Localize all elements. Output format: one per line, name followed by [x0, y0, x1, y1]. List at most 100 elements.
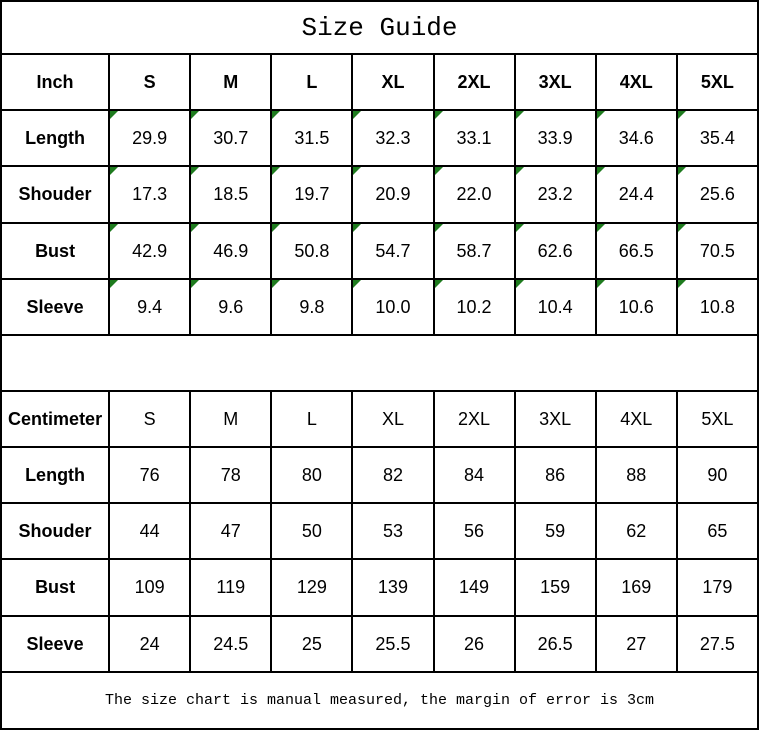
cell-value: 9.8: [299, 296, 325, 317]
inch-unit-label: Inch: [0, 53, 111, 112]
inch-length-l: 31.5: [270, 109, 354, 168]
cm-shouder-m: 47: [189, 502, 273, 561]
inch-shouder-4xl: 24.4: [594, 165, 678, 224]
cm-size-header-l: L: [270, 389, 354, 449]
cell-value: 29.9: [132, 128, 168, 149]
cell-value: 9.6: [218, 296, 244, 317]
cm-size-header-xl: XL: [351, 389, 435, 449]
row-label-shouder: Shouder: [0, 165, 111, 224]
cell-value: 35.4: [699, 128, 735, 149]
inch-size-header-l: L: [270, 53, 354, 112]
excel-comment-triangle-icon: [192, 280, 200, 288]
cm-unit-label: Centimeter: [0, 389, 111, 449]
excel-comment-triangle-icon: [597, 168, 605, 176]
row-label-length: Length: [0, 109, 111, 168]
inch-size-header-2xl: 2XL: [432, 53, 516, 112]
cm-bust-s: 109: [108, 558, 192, 617]
cell-value: 17.3: [132, 184, 168, 205]
cm-shouder-2xl: 56: [432, 502, 516, 561]
cm-length-4xl: 88: [594, 446, 678, 505]
title-row: Size Guide: [0, 0, 759, 56]
excel-comment-triangle-icon: [597, 280, 605, 288]
cell-value: 22.0: [456, 184, 492, 205]
excel-comment-triangle-icon: [192, 168, 200, 176]
cm-length-l: 80: [270, 446, 354, 505]
inch-length-5xl: 35.4: [675, 109, 759, 168]
inch-size-header-xl: XL: [351, 53, 435, 112]
cm-bust-2xl: 149: [432, 558, 516, 617]
cell-value: 33.9: [537, 128, 573, 149]
inch-shouder-l: 19.7: [270, 165, 354, 224]
cell-value: 25.6: [699, 184, 735, 205]
cm-length-5xl: 90: [675, 446, 759, 505]
inch-sleeve-5xl: 10.8: [675, 277, 759, 336]
inch-length-row: Length 29.9 30.7 31.5 32.3 33.1 33.9 34.…: [0, 109, 759, 168]
inch-sleeve-m: 9.6: [189, 277, 273, 336]
cell-value: 10.4: [537, 296, 573, 317]
excel-comment-triangle-icon: [678, 224, 686, 232]
cm-shouder-3xl: 59: [513, 502, 597, 561]
cell-value: 33.1: [456, 128, 492, 149]
cell-value: 58.7: [456, 240, 492, 261]
cm-shouder-4xl: 62: [594, 502, 678, 561]
cm-length-s: 76: [108, 446, 192, 505]
excel-comment-triangle-icon: [354, 224, 362, 232]
inch-bust-s: 42.9: [108, 221, 192, 280]
cell-value: 46.9: [213, 240, 249, 261]
inch-bust-2xl: 58.7: [432, 221, 516, 280]
page-title: Size Guide: [0, 0, 759, 56]
spacer-row: [0, 333, 759, 392]
cm-length-xl: 82: [351, 446, 435, 505]
inch-size-header-s: S: [108, 53, 192, 112]
inch-shouder-m: 18.5: [189, 165, 273, 224]
row-label-sleeve: Sleeve: [0, 277, 111, 336]
cm-bust-row: Bust 109 119 129 139 149 159 169 179: [0, 558, 759, 617]
inch-sleeve-l: 9.8: [270, 277, 354, 336]
inch-sleeve-xl: 10.0: [351, 277, 435, 336]
cm-size-header-s: S: [108, 389, 192, 449]
cm-bust-xl: 139: [351, 558, 435, 617]
inch-shouder-2xl: 22.0: [432, 165, 516, 224]
excel-comment-triangle-icon: [516, 224, 524, 232]
cm-shouder-row: Shouder 44 47 50 53 56 59 62 65: [0, 502, 759, 561]
footer-row: The size chart is manual measured, the m…: [0, 670, 759, 730]
cm-length-m: 78: [189, 446, 273, 505]
row-label-bust: Bust: [0, 558, 111, 617]
cm-sleeve-s: 24: [108, 614, 192, 673]
cm-shouder-xl: 53: [351, 502, 435, 561]
excel-comment-triangle-icon: [192, 112, 200, 120]
cell-value: 20.9: [375, 184, 411, 205]
excel-comment-triangle-icon: [111, 112, 119, 120]
cm-size-header-m: M: [189, 389, 273, 449]
cm-sleeve-2xl: 26: [432, 614, 516, 673]
cell-value: 23.2: [537, 184, 573, 205]
cm-shouder-s: 44: [108, 502, 192, 561]
inch-bust-xl: 54.7: [351, 221, 435, 280]
inch-bust-3xl: 62.6: [513, 221, 597, 280]
excel-comment-triangle-icon: [435, 280, 443, 288]
cm-sleeve-3xl: 26.5: [513, 614, 597, 673]
cell-value: 62.6: [537, 240, 573, 261]
excel-comment-triangle-icon: [354, 112, 362, 120]
cell-value: 31.5: [294, 128, 330, 149]
cm-sleeve-5xl: 27.5: [675, 614, 759, 673]
excel-comment-triangle-icon: [516, 112, 524, 120]
cell-value: 10.8: [699, 296, 735, 317]
cm-bust-3xl: 159: [513, 558, 597, 617]
inch-bust-4xl: 66.5: [594, 221, 678, 280]
excel-comment-triangle-icon: [354, 168, 362, 176]
cell-value: 54.7: [375, 240, 411, 261]
cm-sleeve-4xl: 27: [594, 614, 678, 673]
inch-shouder-3xl: 23.2: [513, 165, 597, 224]
cm-size-header-4xl: 4XL: [594, 389, 678, 449]
excel-comment-triangle-icon: [111, 280, 119, 288]
excel-comment-triangle-icon: [273, 112, 281, 120]
spacer-cell: [0, 333, 759, 392]
inch-size-header-3xl: 3XL: [513, 53, 597, 112]
excel-comment-triangle-icon: [435, 168, 443, 176]
cell-value: 9.4: [137, 296, 163, 317]
inch-shouder-xl: 20.9: [351, 165, 435, 224]
excel-comment-triangle-icon: [111, 168, 119, 176]
inch-shouder-5xl: 25.6: [675, 165, 759, 224]
cm-bust-m: 119: [189, 558, 273, 617]
